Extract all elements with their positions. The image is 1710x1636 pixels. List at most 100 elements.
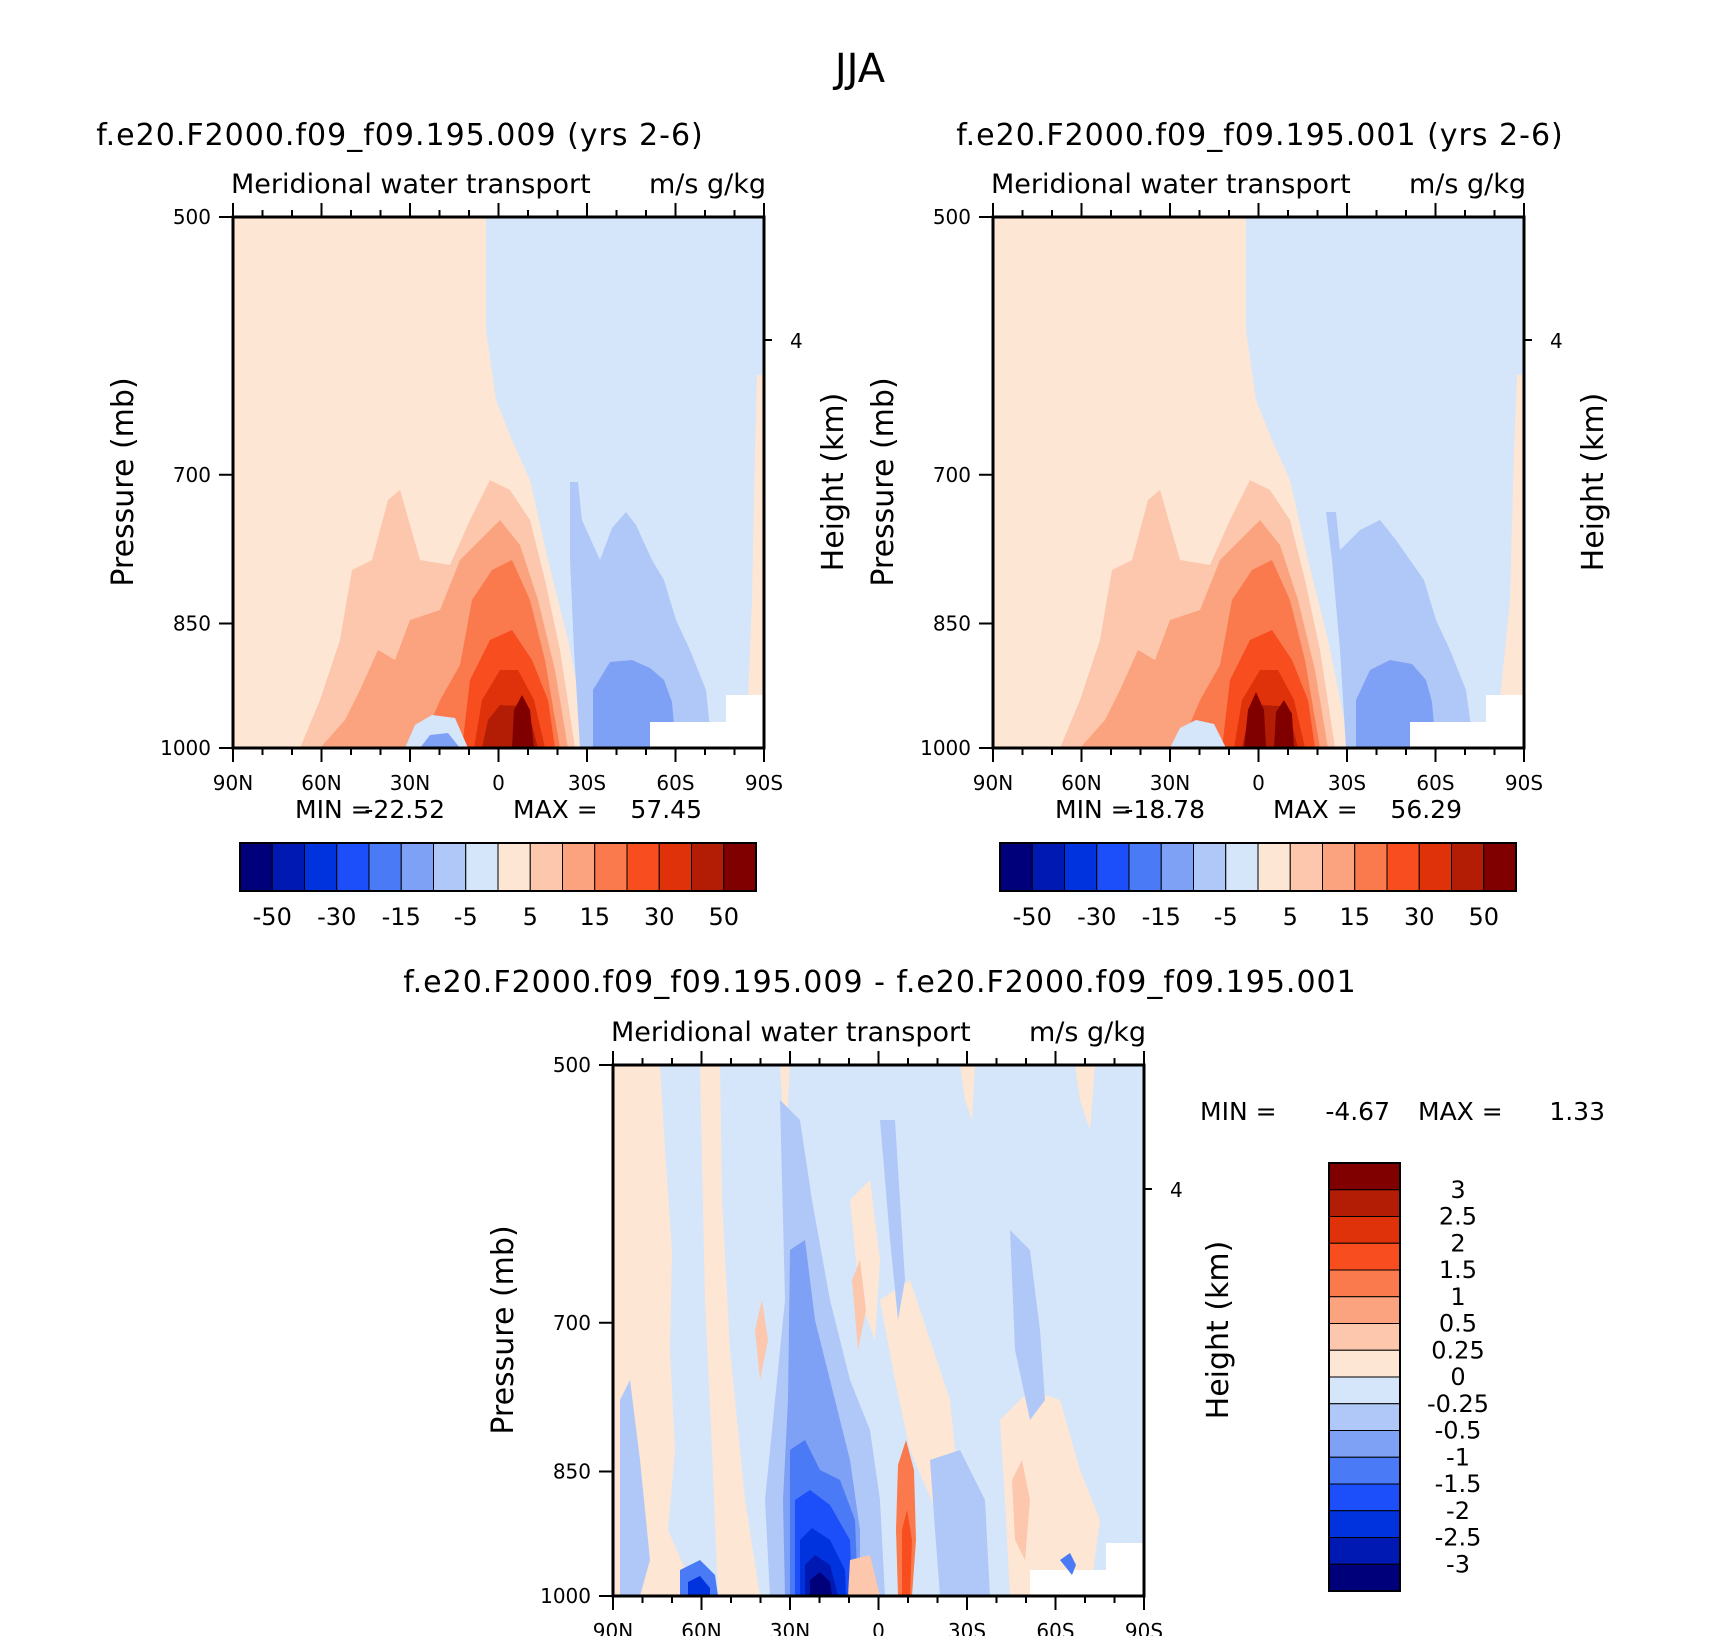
- panel1-y-ticks: 500 700 850 1000: [160, 205, 233, 760]
- panel1-colorbar: -50 -30 -15 -5 5 15 30 50: [239, 842, 757, 931]
- x-tick-label: 90N: [213, 771, 253, 795]
- x-tick-label: 60S: [1416, 771, 1454, 795]
- x-tick-label: 0: [492, 771, 505, 795]
- colorbar-box: [691, 842, 725, 892]
- y-tick-label: 850: [173, 611, 211, 635]
- colorbar-box: [1031, 842, 1065, 892]
- colorbar-box: [465, 842, 499, 892]
- y-tick-label: 1000: [540, 1584, 591, 1608]
- colorbar-box: [562, 842, 596, 892]
- colorbar-box: [1193, 842, 1227, 892]
- panel3-subtitle-left: Meridional water transport: [611, 1017, 971, 1048]
- x-tick-label: 30N: [1150, 771, 1190, 795]
- panel1-min-label: MIN =: [295, 795, 372, 824]
- y-tick-label: 700: [933, 463, 971, 487]
- panel3-title: f.e20.F2000.f09_f09.195.009 - f.e20.F200…: [403, 965, 1356, 1000]
- colorbar-label: -1.5: [1435, 1470, 1482, 1498]
- panel3-subtitle-right: m/s g/kg: [1029, 1017, 1146, 1048]
- colorbar-box: [1096, 842, 1130, 892]
- colorbar-box: [594, 842, 628, 892]
- colorbar-frame: [999, 842, 1517, 892]
- colorbar-box: [1257, 842, 1291, 892]
- colorbar-box: [400, 842, 434, 892]
- panel3-ylabel: Pressure (mb): [486, 1225, 521, 1434]
- colorbar-box: [1328, 1269, 1401, 1298]
- panel1-max-value: 57.45: [630, 795, 702, 824]
- colorbar-box: [239, 842, 273, 892]
- figure-title: JJA: [832, 46, 886, 92]
- panel2: f.e20.F2000.f09_f09.195.001 (yrs 2-6) Me…: [866, 118, 1611, 931]
- panel3-y-ticks: 500 700 850 1000: [540, 1053, 613, 1608]
- colorbar-label: -1: [1446, 1443, 1470, 1471]
- x-tick-label: 90S: [1505, 771, 1543, 795]
- colorbar-label: 0.5: [1439, 1310, 1477, 1338]
- colorbar-box: [1225, 842, 1259, 892]
- panel2-right-tick-label: 4: [1550, 329, 1563, 353]
- panel1-field: [233, 217, 764, 748]
- panel3-x-ticks: 90N 60N 30N 0 30S 60S 90S: [593, 1051, 1163, 1636]
- panel3: f.e20.F2000.f09_f09.195.009 - f.e20.F200…: [403, 965, 1605, 1636]
- colorbar-box: [529, 842, 563, 892]
- x-tick-label: 90N: [593, 1619, 633, 1636]
- colorbar-label: -2.5: [1435, 1524, 1482, 1552]
- colorbar-box: [271, 842, 305, 892]
- x-tick-label: 0: [1252, 771, 1265, 795]
- colorbar-box: [999, 842, 1033, 892]
- colorbar-label: 0.25: [1431, 1336, 1484, 1364]
- panel1-subtitle-left: Meridional water transport: [231, 169, 591, 200]
- x-tick-label: 30S: [948, 1619, 986, 1636]
- y-tick-label: 500: [553, 1053, 591, 1077]
- panel2-field: [993, 217, 1524, 748]
- colorbar-label: 50: [1468, 903, 1499, 931]
- colorbar-label: 5: [1283, 903, 1298, 931]
- colorbar-box: [1328, 1510, 1401, 1538]
- panel1-ylabel-right: Height (km): [816, 393, 851, 572]
- panel2-title: f.e20.F2000.f09_f09.195.001 (yrs 2-6): [956, 118, 1563, 153]
- x-tick-label: 30S: [1328, 771, 1366, 795]
- x-tick-label: 90N: [973, 771, 1013, 795]
- y-tick-label: 850: [553, 1459, 591, 1483]
- colorbar-box: [1328, 1349, 1401, 1378]
- x-tick-label: 0: [872, 1619, 885, 1636]
- panel1-right-tick-label: 4: [790, 329, 803, 353]
- colorbar-box: [1328, 1537, 1401, 1565]
- panel3-min-value: -4.67: [1325, 1097, 1390, 1126]
- colorbar-box: [1418, 842, 1452, 892]
- colorbar-box: [626, 842, 660, 892]
- panel1-ylabel: Pressure (mb): [106, 377, 141, 586]
- panel2-subtitle-right: m/s g/kg: [1409, 169, 1526, 200]
- y-tick-label: 500: [933, 205, 971, 229]
- colorbar-box: [1451, 842, 1485, 892]
- colorbar-frame: [1328, 1162, 1401, 1592]
- colorbar-box: [433, 842, 467, 892]
- colorbar-label: -0.25: [1427, 1390, 1489, 1418]
- colorbar-label: -15: [1142, 903, 1181, 931]
- colorbar-label: 30: [644, 903, 675, 931]
- panel1-title: f.e20.F2000.f09_f09.195.009 (yrs 2-6): [96, 118, 703, 153]
- x-tick-label: 60N: [681, 1619, 721, 1636]
- panel1-min-value: -22.52: [364, 795, 445, 824]
- y-tick-label: 850: [933, 611, 971, 635]
- colorbar-box: [1328, 1563, 1401, 1592]
- colorbar-label: 0: [1450, 1363, 1465, 1391]
- y-tick-label: 500: [173, 205, 211, 229]
- panel3-field: [613, 1065, 1144, 1596]
- y-tick-label: 700: [553, 1311, 591, 1335]
- x-tick-label: 30N: [770, 1619, 810, 1636]
- colorbar-box: [1328, 1242, 1401, 1271]
- panel2-max-value: 56.29: [1390, 795, 1462, 824]
- colorbar-box: [1386, 842, 1420, 892]
- colorbar-label: -2: [1446, 1497, 1470, 1525]
- x-tick-label: 60N: [301, 771, 341, 795]
- x-tick-label: 90S: [745, 771, 783, 795]
- panel1-x-ticks: 90N 60N 30N 0 30S 60S 90S: [213, 203, 783, 795]
- colorbar-box: [723, 842, 757, 892]
- panel1-max-label: MAX =: [513, 795, 598, 824]
- colorbar-label: 2: [1450, 1229, 1465, 1257]
- colorbar-label: 50: [708, 903, 739, 931]
- x-tick-label: 30N: [390, 771, 430, 795]
- panel1-subtitle-right: m/s g/kg: [649, 169, 766, 200]
- panel3-colorbar: 32.521.510.50.250-0.25-0.5-1-1.5-2-2.5-3: [1328, 1162, 1489, 1592]
- panel2-ylabel: Pressure (mb): [866, 377, 901, 586]
- colorbar-box: [1483, 842, 1517, 892]
